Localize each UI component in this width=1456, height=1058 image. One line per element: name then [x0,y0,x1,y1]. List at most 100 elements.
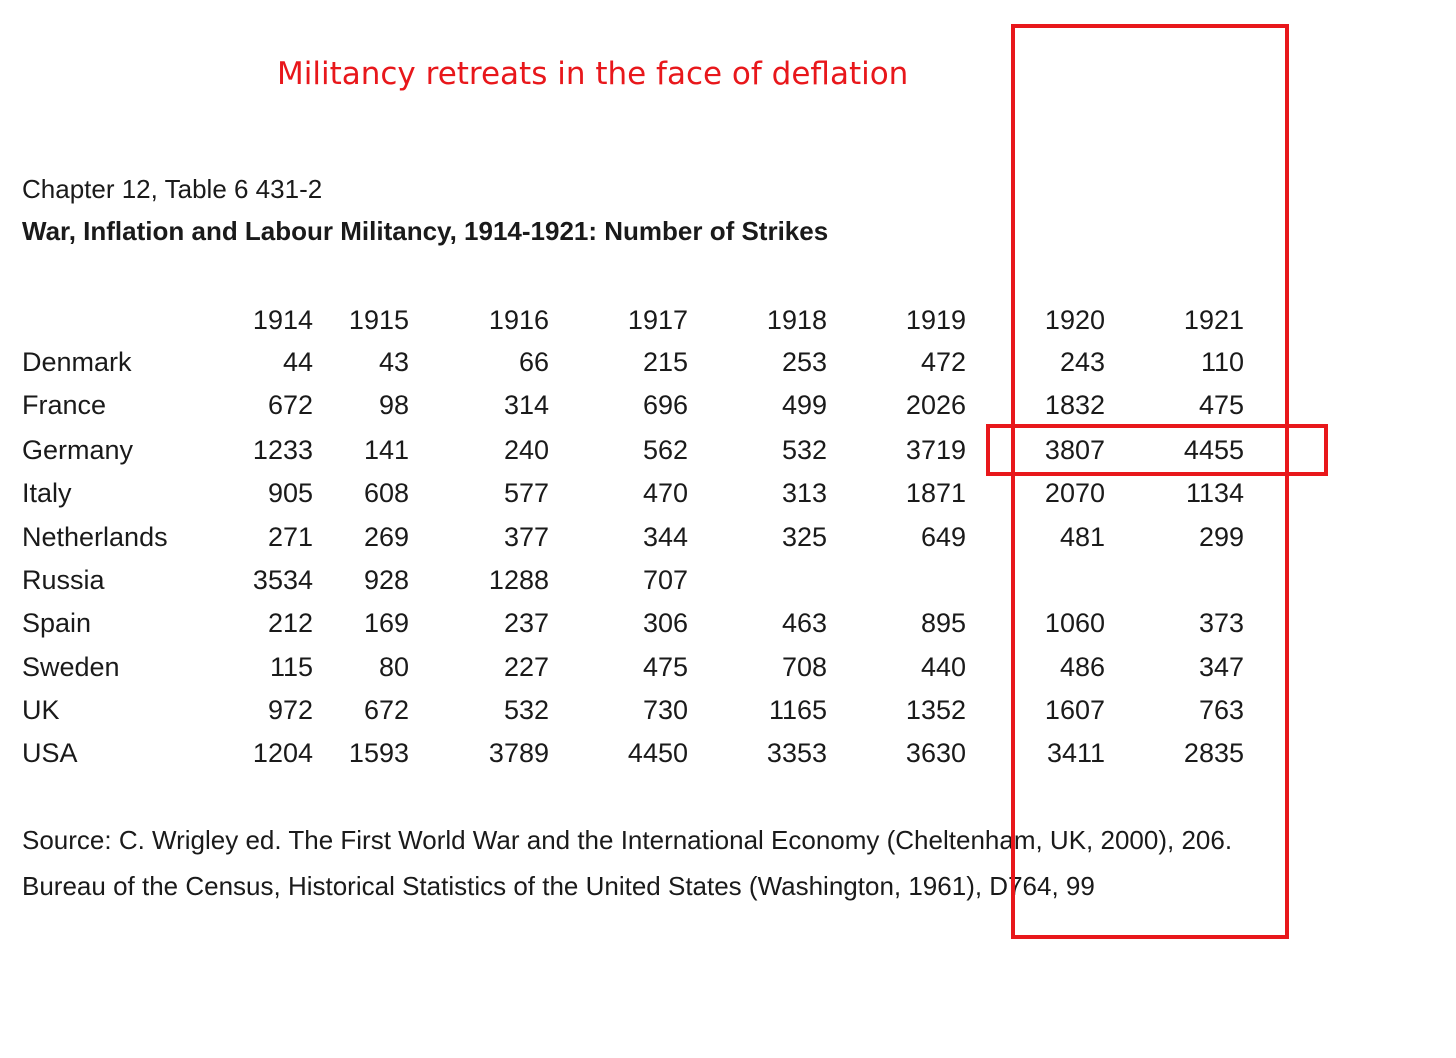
table-cell: 4450 [627,738,688,768]
table-cell: 1060 [1044,608,1105,638]
table-cell: 313 [781,478,827,508]
table-cell: 1134 [1185,478,1244,508]
table-cell: 344 [642,522,688,552]
country-label: Denmark [22,347,132,377]
chapter-reference: Chapter 12, Table 6 431-2 [22,174,323,204]
table-cell: 486 [1059,652,1105,682]
country-label: Italy [22,478,72,508]
table-cell: 237 [503,608,549,638]
table-cell: 475 [642,652,688,682]
table-cell: 80 [378,652,409,682]
table-cell: 672 [267,390,313,420]
country-label: Netherlands [22,522,168,552]
table-cell: 306 [642,608,688,638]
table-cell: 1871 [905,478,966,508]
table-cell: 66 [518,347,549,377]
table-cell: 3807 [1044,435,1105,465]
year-header-1915: 1915 [348,305,409,335]
highlight-row-box [986,424,1328,476]
country-label: Germany [22,435,134,465]
table-cell: 577 [503,478,549,508]
table-cell: 1593 [348,738,409,768]
table-cell: 3789 [488,738,549,768]
table-cell: 2835 [1183,738,1244,768]
table-cell: 481 [1059,522,1105,552]
country-label: USA [22,738,78,768]
country-label: UK [22,695,60,725]
table-cell: 212 [267,608,313,638]
table-cell: 608 [363,478,409,508]
table-cell: 1832 [1044,390,1105,420]
table-cell: 141 [363,435,409,465]
table-cell: 763 [1198,695,1244,725]
table-cell: 463 [781,608,827,638]
table-cell: 44 [282,347,313,377]
table-cell: 2026 [905,390,966,420]
table-cell: 470 [642,478,688,508]
table-cell: 3534 [252,565,313,595]
table-cell: 499 [781,390,827,420]
table-cell: 696 [642,390,688,420]
table-cell: 905 [267,478,313,508]
table-cell: 314 [503,390,549,420]
year-header-1916: 1916 [488,305,549,335]
table-cell: 1352 [905,695,966,725]
table-cell: 440 [920,652,966,682]
table-cell: 730 [642,695,688,725]
table-cell: 1165 [768,695,827,725]
year-header-1920: 1920 [1044,305,1105,335]
table-cell: 240 [503,435,549,465]
table-cell: 1288 [488,565,549,595]
source-line-1: Source: C. Wrigley ed. The First World W… [22,825,1233,855]
highlight-column-box [1011,24,1289,939]
table-cell: 43 [378,347,409,377]
annotation-title: Militancy retreats in the face of deflat… [277,56,909,92]
country-label: Spain [22,608,92,638]
table-cell: 707 [642,565,688,595]
country-label: Sweden [22,652,120,682]
table-cell: 269 [363,522,409,552]
table-cell: 1204 [252,738,313,768]
table-cell: 649 [920,522,966,552]
table-cell: 253 [781,347,827,377]
table-cell: 895 [920,608,966,638]
source-line-2: Bureau of the Census, Historical Statist… [22,871,1095,901]
table-cell: 169 [363,608,409,638]
table-cell: 532 [503,695,549,725]
table-cell: 562 [642,435,688,465]
table-cell: 708 [781,652,827,682]
table-cell: 1233 [252,435,313,465]
country-label: Russia [22,565,105,595]
table-cell: 1607 [1044,695,1105,725]
year-header-1918: 1918 [766,305,827,335]
year-header-1914: 1914 [252,305,313,335]
table-cell: 98 [378,390,409,420]
year-header-1917: 1917 [627,305,688,335]
table-cell: 3719 [905,435,966,465]
year-header-1921: 1921 [1183,305,1244,335]
table-cell: 373 [1198,608,1244,638]
table-cell: 672 [363,695,409,725]
table-cell: 215 [642,347,688,377]
table-cell: 2070 [1044,478,1105,508]
table-cell: 472 [920,347,966,377]
table-cell: 271 [267,522,313,552]
table-cell: 325 [781,522,827,552]
table-cell: 243 [1059,347,1105,377]
table-cell: 3411 [1046,738,1105,768]
table-cell: 4455 [1183,435,1244,465]
table-cell: 227 [503,652,549,682]
table-cell: 475 [1198,390,1244,420]
table-cell: 928 [363,565,409,595]
table-cell: 3630 [905,738,966,768]
table-cell: 972 [267,695,313,725]
table-cell: 110 [1200,347,1244,377]
table-cell: 115 [269,652,313,682]
country-label: France [22,390,107,420]
table-cell: 299 [1198,522,1244,552]
table-cell: 532 [781,435,827,465]
table-cell: 347 [1198,652,1244,682]
table-cell: 377 [503,522,549,552]
year-header-1919: 1919 [905,305,966,335]
table-title: War, Inflation and Labour Militancy, 191… [22,216,829,246]
